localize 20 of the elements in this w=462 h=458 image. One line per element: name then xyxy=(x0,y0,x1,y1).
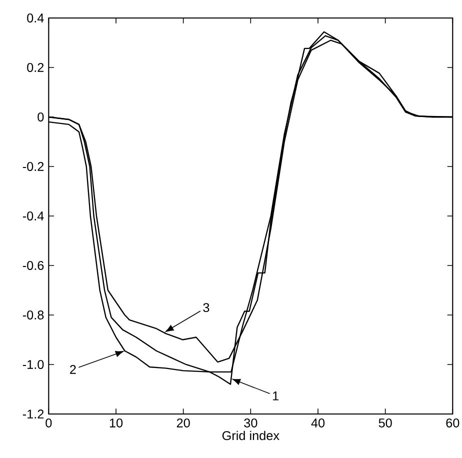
y-tick-label: -0.2 xyxy=(22,162,44,171)
x-tick-label: 30 xyxy=(244,418,258,428)
y-tick-label: -0.4 xyxy=(22,212,44,220)
y-tick-label: 0.2 xyxy=(27,63,44,72)
y-tick-label: -1.2 xyxy=(22,410,44,418)
x-tick-label: 10 xyxy=(110,418,123,428)
y-tick-label: 0.4 xyxy=(27,14,44,22)
x-tick-label: 0 xyxy=(46,418,52,428)
y-tick-label: -0.8 xyxy=(22,310,44,320)
annotation: 1 xyxy=(273,392,278,400)
x-tick-label: 50 xyxy=(378,418,392,428)
y-tick-label: 0 xyxy=(38,112,44,122)
x-axis-title: Grid index xyxy=(222,430,280,440)
y-tick-label: -0.6 xyxy=(22,261,44,270)
x-tick-label: 40 xyxy=(311,418,325,428)
x-tick-label: 60 xyxy=(446,418,460,428)
y-tick-label: -1.0 xyxy=(22,360,44,369)
annotation: 2 xyxy=(70,365,76,374)
annotation: 3 xyxy=(203,303,210,312)
x-tick-label: 20 xyxy=(176,418,190,428)
